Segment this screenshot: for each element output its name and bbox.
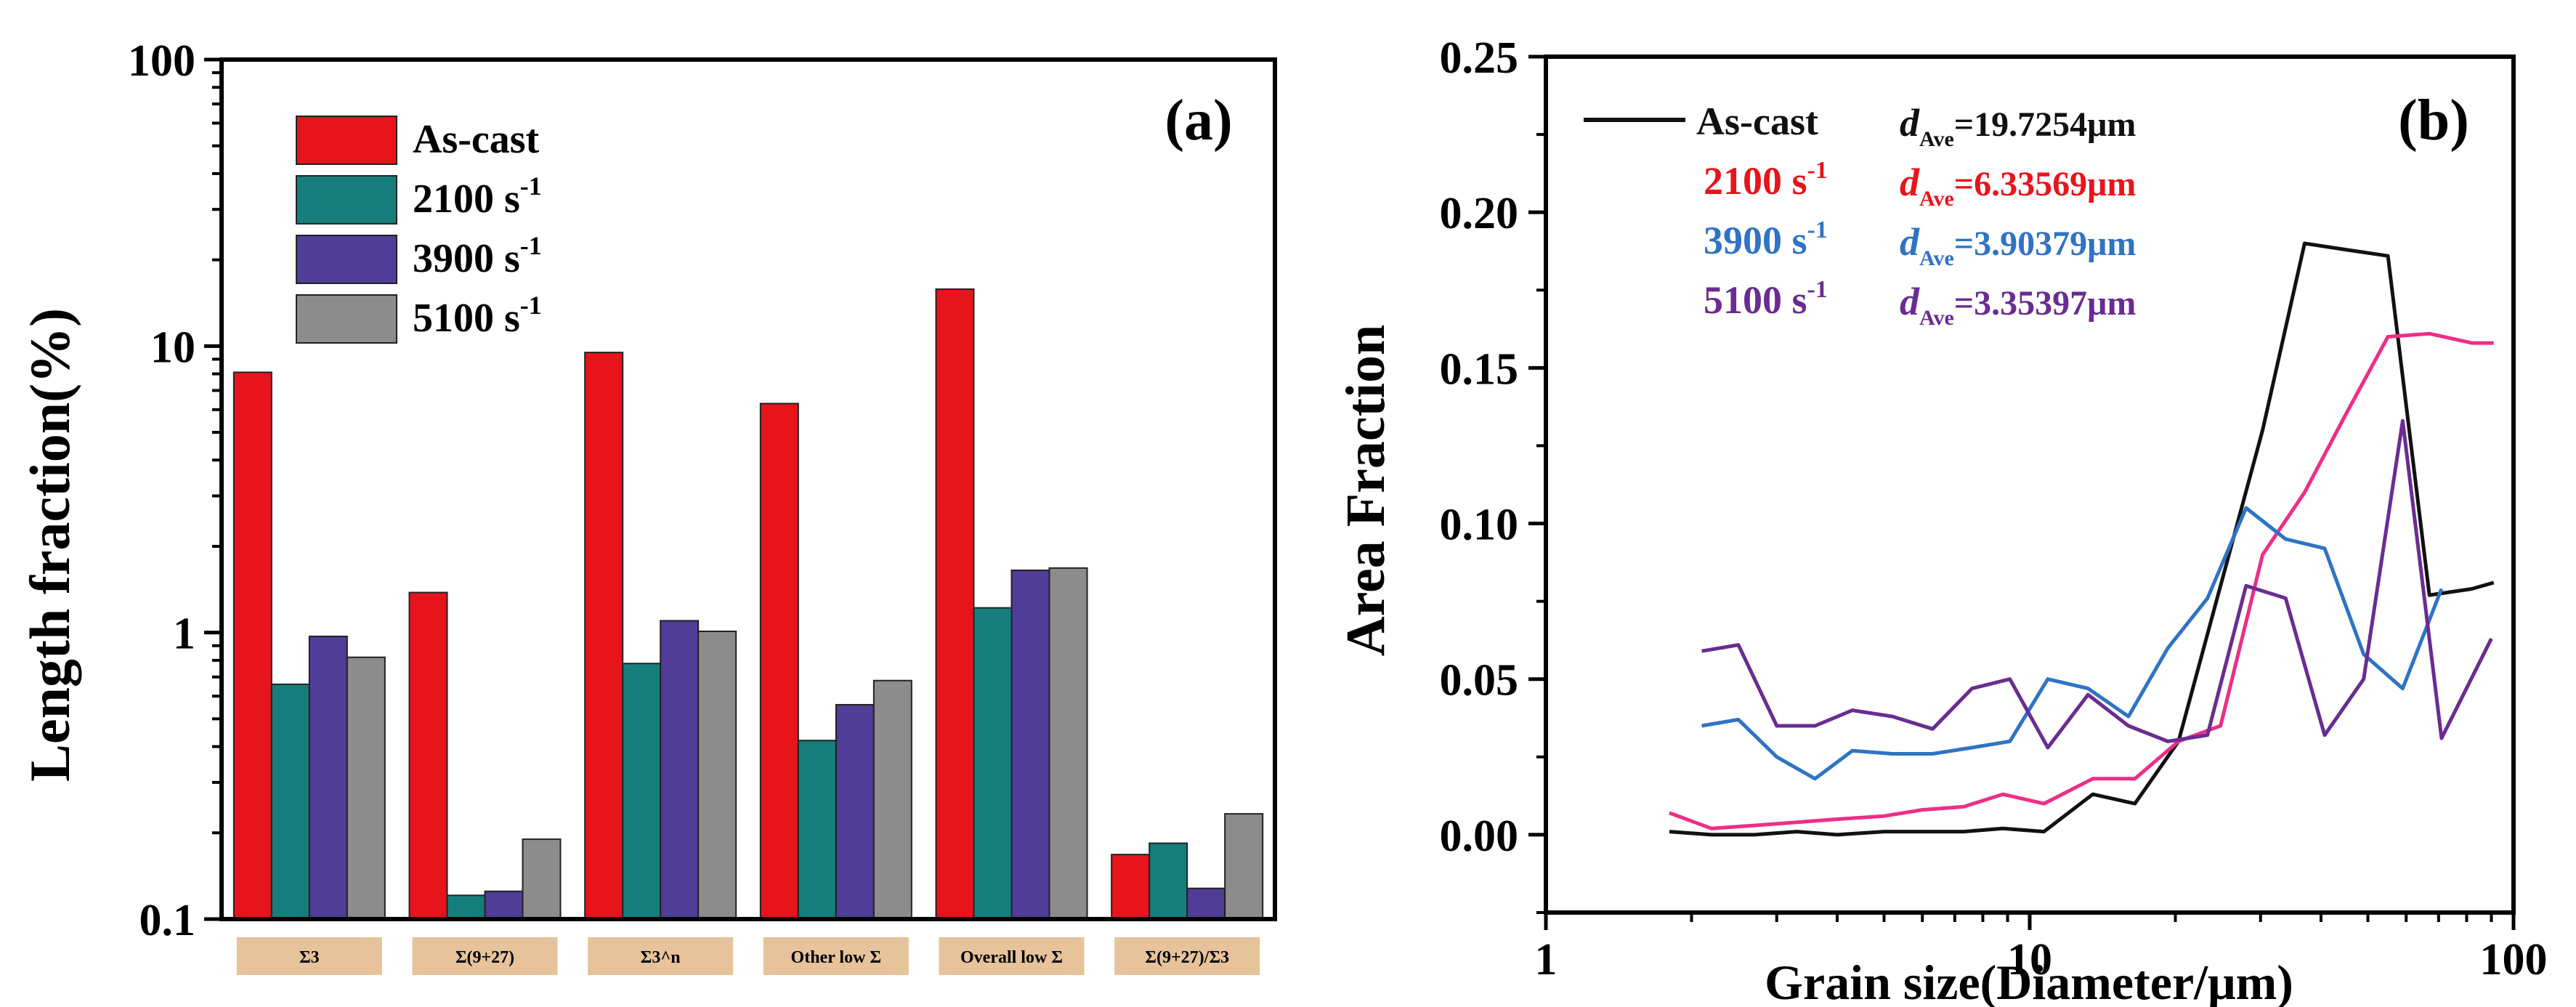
bar-3900-s-2	[484, 890, 524, 921]
category-label-box	[763, 937, 909, 975]
bar-5100-s-1	[346, 656, 386, 920]
bar-as-cast-3	[584, 352, 624, 920]
panel-b-ticks: 1 10 100 0.00 0.05 0.10 0.15 0.20 0.25	[1440, 33, 2548, 984]
panel-a-legend: As-cast 2100 s-1 3900 s-1 5100 s-1	[296, 116, 542, 344]
bar-2100-s-6	[1149, 842, 1188, 920]
panel-a-category-labels: Σ3 Σ(9+27) Σ3^n Other low Σ Overall low Σ Σ(9…	[236, 937, 1260, 975]
panel-b-x-tick-label: 10	[2007, 935, 2052, 984]
panel-b-y-tick-label: 0.25	[1440, 33, 1519, 83]
legend-swatch-3900-s	[296, 235, 397, 284]
category-label: Other low Σ	[791, 948, 882, 967]
panel-b-label: (b)	[2398, 89, 2469, 153]
legend-label-as-cast: As-cast	[1696, 100, 1818, 143]
legend-label-3900-s: 3900 s-1	[1704, 217, 1828, 262]
legend-swatch-5100-s	[296, 294, 397, 344]
panel-a-y-tick-label: 100	[128, 36, 195, 86]
panel-a-label: (a)	[1165, 89, 1232, 153]
legend-swatch-2100-s	[296, 175, 397, 225]
bar-3900-s-1	[308, 635, 348, 920]
category-label-box	[1114, 937, 1260, 975]
bar-as-cast-2	[408, 591, 448, 920]
panel-b-x-tick-label: 1	[1535, 935, 1558, 984]
bar-3900-s-5	[1010, 569, 1050, 921]
legend-swatch-as-cast	[296, 116, 397, 165]
panel-a-y-tick-label: 1	[173, 610, 195, 659]
panel-b-y-tick-label: 0.05	[1440, 656, 1519, 705]
category-label: Σ(9+27)/Σ3	[1145, 948, 1229, 967]
panel-a-frame	[219, 57, 1277, 921]
category-label: Σ3	[299, 948, 320, 967]
panel-a-y-tick-label: 10	[150, 323, 195, 372]
legend-label-2100-s: 2100 s-1	[413, 171, 542, 222]
series-line-3900-s	[1701, 506, 2444, 781]
panel-b-y-tick-label: 0.20	[1440, 189, 1519, 238]
bar-3900-s-4	[835, 703, 875, 921]
category-label-box	[588, 937, 734, 975]
legend-label-2100-s: 2100 s-1	[1704, 157, 1828, 203]
category-label-box	[939, 937, 1085, 975]
category-label-box	[236, 937, 382, 975]
bar-2100-s-2	[446, 894, 486, 921]
panel-b-y-tick-label: 0.15	[1440, 344, 1519, 394]
panel-b-frame	[1544, 54, 2516, 915]
panel-b-legend: As-cast dAve=19.7254μm 2100 s-1 dAve=6.3356…	[1584, 100, 2136, 330]
panel-a-y-ticks: 0.1 1 10 100	[128, 36, 222, 945]
panel-b-series-lines	[1669, 241, 2495, 837]
bar-5100-s-2	[522, 838, 562, 920]
bar-5100-s-5	[1048, 567, 1088, 920]
category-label: Σ3^n	[641, 948, 681, 967]
bar-3900-s-3	[660, 620, 700, 921]
panel-b-xlabel: Grain size(Diameter/μm)	[1765, 955, 2293, 1007]
bar-2100-s-3	[622, 663, 662, 920]
panel-a-y-tick-label: 0.1	[139, 896, 196, 945]
category-label: Σ(9+27)	[455, 948, 514, 967]
bar-as-cast-4	[759, 403, 799, 920]
panel-a-ylabel: Length fraction(%)	[18, 308, 81, 782]
panel-b-ylabel: Area Fraction	[1335, 325, 1396, 657]
legend-label-3900-s: 3900 s-1	[413, 231, 542, 281]
panel-b-x-tick-label: 100	[2480, 935, 2548, 984]
legend-label-as-cast: As-cast	[413, 117, 540, 162]
category-label-box	[412, 937, 558, 975]
bar-as-cast-5	[935, 288, 975, 920]
bar-as-cast-6	[1111, 854, 1151, 921]
legend-dave-annotation-3900-s: dAve=3.90379μm	[1900, 220, 2136, 270]
series-line-5100-s	[1701, 418, 2493, 750]
category-label: Overall low Σ	[960, 948, 1063, 967]
bar-5100-s-4	[872, 679, 912, 920]
bar-2100-s-4	[797, 740, 837, 921]
bar-as-cast-1	[232, 371, 272, 920]
bar-2100-s-1	[270, 683, 310, 921]
panel-b-y-tick-label: 0.00	[1440, 812, 1519, 861]
bar-5100-s-3	[697, 630, 737, 920]
bar-5100-s-6	[1224, 813, 1264, 920]
panel-b-y-tick-label: 0.10	[1440, 501, 1519, 550]
legend-label-5100-s: 5100 s-1	[1704, 276, 1828, 322]
bar-2100-s-5	[973, 607, 1013, 920]
legend-label-5100-s: 5100 s-1	[413, 291, 542, 341]
series-line-as-cast	[1669, 241, 2495, 837]
panel-a-bars	[232, 288, 1264, 921]
series-line-2100-s	[1669, 331, 2494, 830]
legend-dave-annotation-2100-s: dAve=6.33569μm	[1900, 161, 2136, 211]
bar-3900-s-6	[1186, 887, 1226, 920]
legend-dave-annotation-5100-s: dAve=3.35397μm	[1900, 280, 2136, 330]
legend-dave-annotation-as-cast: dAve=19.7254μm	[1900, 101, 2136, 151]
